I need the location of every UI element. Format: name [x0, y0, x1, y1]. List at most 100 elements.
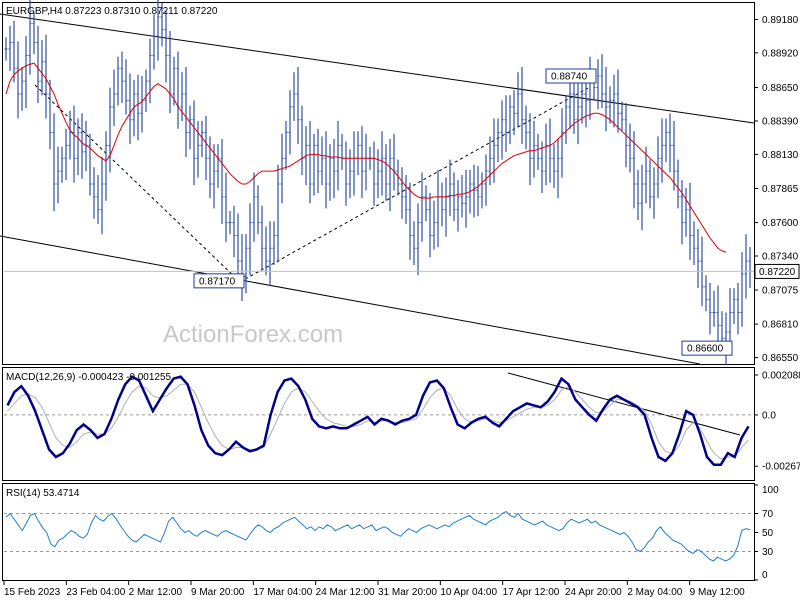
price-annotation-box: [193, 273, 245, 289]
rsi-panel[interactable]: [2, 483, 755, 581]
price-bar: [596, 59, 600, 110]
price-bar: [32, 11, 36, 55]
price-bar: [604, 67, 608, 132]
price-annotation-label: 0.87170: [199, 276, 236, 287]
price-bar: [192, 100, 196, 186]
price-bar: [532, 121, 536, 178]
price-bar: [336, 121, 340, 191]
price-annotation-box: [545, 68, 597, 84]
price-bar: [492, 118, 496, 183]
price-bar: [232, 205, 236, 258]
price-bar: [264, 226, 268, 276]
x-tick-label: 9 Mar 20:00: [191, 587, 245, 598]
price-bar: [196, 121, 200, 178]
price-bar: [560, 108, 564, 178]
price-bar: [80, 113, 84, 179]
price-bar: [640, 164, 644, 231]
channel-upper-line: [0, 13, 755, 124]
macd-line: [6, 375, 750, 466]
price-bar: [540, 141, 544, 193]
price-bar: [276, 164, 280, 263]
price-bar: [568, 77, 572, 129]
current-price-label: 0.87220: [759, 267, 796, 278]
rsi-header: RSI(14) 53.4714: [6, 488, 80, 499]
price-bar: [320, 136, 324, 186]
macd-panel[interactable]: [2, 367, 755, 481]
price-bar: [508, 95, 512, 145]
price-bar: [736, 283, 740, 335]
price-bar: [724, 312, 728, 366]
price-bar: [308, 121, 312, 204]
rsi-tick-label: 0: [762, 570, 768, 581]
price-bar: [180, 72, 184, 121]
price-bar: [172, 56, 176, 106]
price-bar: [456, 180, 460, 232]
price-bar: [348, 149, 352, 199]
price-bar: [260, 205, 264, 271]
price-bar: [312, 133, 316, 196]
price-bar: [676, 159, 680, 209]
projection-line-down: [34, 84, 241, 283]
rsi-tick-label: 50: [762, 528, 774, 539]
price-bar: [136, 74, 140, 141]
price-tick-label: 0.87340: [762, 252, 799, 263]
price-bar: [256, 185, 260, 235]
price-bar: [412, 221, 416, 265]
price-bar: [576, 79, 580, 145]
price-bar: [732, 288, 736, 325]
price-bar: [420, 172, 424, 242]
price-bar: [716, 285, 720, 350]
price-bar: [44, 34, 48, 119]
x-tick-label: 10 Apr 04:00: [440, 587, 497, 598]
price-bar: [12, 20, 16, 83]
rsi-tick-label: 70: [762, 509, 774, 520]
moving-average-line: [5, 62, 727, 253]
price-bar: [92, 167, 96, 219]
price-bar: [516, 72, 520, 128]
candles: [4, 0, 752, 366]
price-bar: [432, 200, 436, 250]
price-bar: [132, 79, 136, 137]
price-bar: [224, 172, 228, 242]
price-bar: [108, 87, 112, 173]
price-bar: [620, 101, 624, 132]
price-bar: [88, 133, 92, 196]
price-bar: [612, 74, 616, 128]
price-bar: [272, 221, 276, 265]
price-bar: [500, 100, 504, 160]
watermark: ActionForex.com: [163, 321, 343, 348]
x-tick-label: 2 Mar 12:00: [129, 587, 183, 598]
price-bar: [16, 41, 20, 119]
price-bar: [148, 38, 152, 103]
price-bar: [284, 121, 288, 170]
price-bar: [428, 193, 432, 258]
price-bar: [484, 154, 488, 206]
price-bar: [552, 144, 556, 188]
price-bar: [228, 211, 232, 235]
price-bar: [64, 128, 68, 181]
price-bar: [116, 56, 120, 106]
macd-trend-line: [507, 372, 741, 436]
price-bar: [400, 167, 404, 219]
price-bar: [360, 126, 364, 199]
price-bar: [464, 169, 468, 228]
price-bar: [220, 139, 224, 224]
price-bar: [580, 79, 584, 124]
macd-tick-label: 0.0: [762, 410, 776, 421]
price-bar: [120, 51, 124, 103]
price-bar: [208, 136, 212, 199]
price-bar: [404, 175, 408, 224]
price-bar: [52, 113, 56, 211]
channel-lower-line: [0, 235, 701, 365]
price-bar: [296, 67, 300, 145]
price-bar: [160, 2, 164, 47]
price-bar: [384, 144, 388, 201]
macd-header: MACD(12,26,9) -0.000423 -0.001255: [6, 372, 172, 383]
x-tick-label: 17 Apr 12:00: [503, 587, 560, 598]
price-bar: [324, 131, 328, 209]
price-bar: [124, 59, 128, 115]
price-bar: [188, 105, 192, 150]
rsi-line: [5, 511, 751, 562]
price-bar: [156, 0, 160, 61]
